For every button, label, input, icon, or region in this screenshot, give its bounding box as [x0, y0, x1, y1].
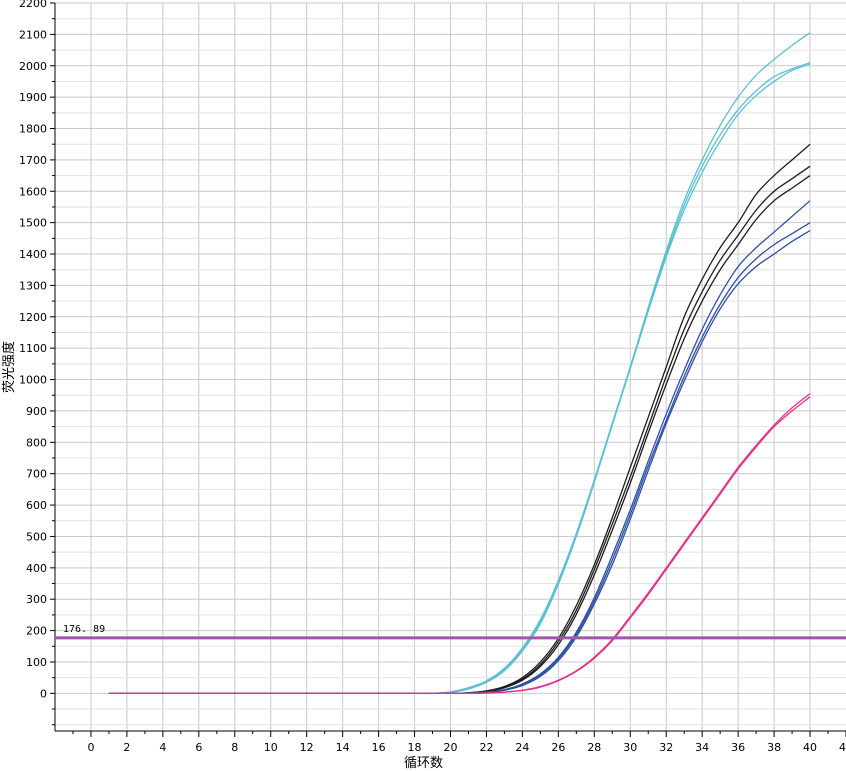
y-tick-label: 2100	[19, 28, 47, 41]
x-tick-label: 22	[479, 741, 493, 754]
y-tick-label: 900	[26, 405, 47, 418]
y-tick-label: 1500	[19, 217, 47, 230]
x-tick-label: 14	[336, 741, 350, 754]
x-tick-label: 6	[195, 741, 202, 754]
series-line-11	[108, 396, 811, 695]
y-tick-label: 1600	[19, 185, 47, 198]
y-tick-label: 0	[40, 687, 47, 700]
axes: 0100200300400500600700800900100011001200…	[19, 0, 846, 754]
x-tick-label: 16	[372, 741, 386, 754]
y-tick-label: 1200	[19, 311, 47, 324]
y-tick-label: 400	[26, 562, 47, 575]
x-tick-label: 2	[123, 741, 130, 754]
x-tick-label: 8	[231, 741, 238, 754]
y-tick-label: 1000	[19, 374, 47, 387]
y-tick-label: 600	[26, 499, 47, 512]
x-tick-label: 18	[408, 741, 422, 754]
series-line-4	[108, 143, 811, 695]
x-tick-label: 32	[659, 741, 673, 754]
y-tick-label: 1400	[19, 248, 47, 261]
x-tick-label: 24	[515, 741, 529, 754]
series-line-9	[108, 229, 811, 695]
y-tick-label: 500	[26, 530, 47, 543]
y-tick-label: 1900	[19, 91, 47, 104]
y-tick-label: 800	[26, 436, 47, 449]
x-tick-label: 20	[444, 741, 458, 754]
y-tick-label: 2000	[19, 60, 47, 73]
x-tick-label: 0	[87, 741, 94, 754]
y-tick-label: 700	[26, 468, 47, 481]
x-tick-label: 42	[839, 741, 846, 754]
x-tick-label: 28	[587, 741, 601, 754]
x-tick-label: 38	[767, 741, 781, 754]
y-tick-label: 2200	[19, 0, 47, 10]
series-line-6	[108, 175, 811, 695]
y-tick-label: 300	[26, 593, 47, 606]
series-group	[108, 32, 811, 695]
y-tick-label: 1800	[19, 123, 47, 136]
x-tick-label: 40	[803, 741, 817, 754]
series-line-10	[108, 393, 811, 695]
y-tick-label: 200	[26, 625, 47, 638]
y-tick-label: 1100	[19, 342, 47, 355]
x-tick-label: 34	[695, 741, 709, 754]
series-line-5	[108, 165, 811, 695]
x-tick-label: 26	[551, 741, 565, 754]
x-tick-label: 10	[264, 741, 278, 754]
x-tick-label: 4	[159, 741, 166, 754]
series-line-1	[108, 32, 811, 695]
y-axis-title: 荧光强度	[1, 341, 17, 393]
threshold-group: 176. 89	[55, 624, 846, 640]
y-tick-label: 100	[26, 656, 47, 669]
grid	[55, 2, 846, 731]
x-tick-label: 12	[300, 741, 314, 754]
threshold-label: 176. 89	[63, 624, 105, 635]
y-tick-label: 1300	[19, 279, 47, 292]
x-tick-label: 30	[623, 741, 637, 754]
y-tick-label: 1700	[19, 154, 47, 167]
x-axis-title: 循环数	[404, 756, 443, 771]
x-tick-label: 36	[731, 741, 745, 754]
